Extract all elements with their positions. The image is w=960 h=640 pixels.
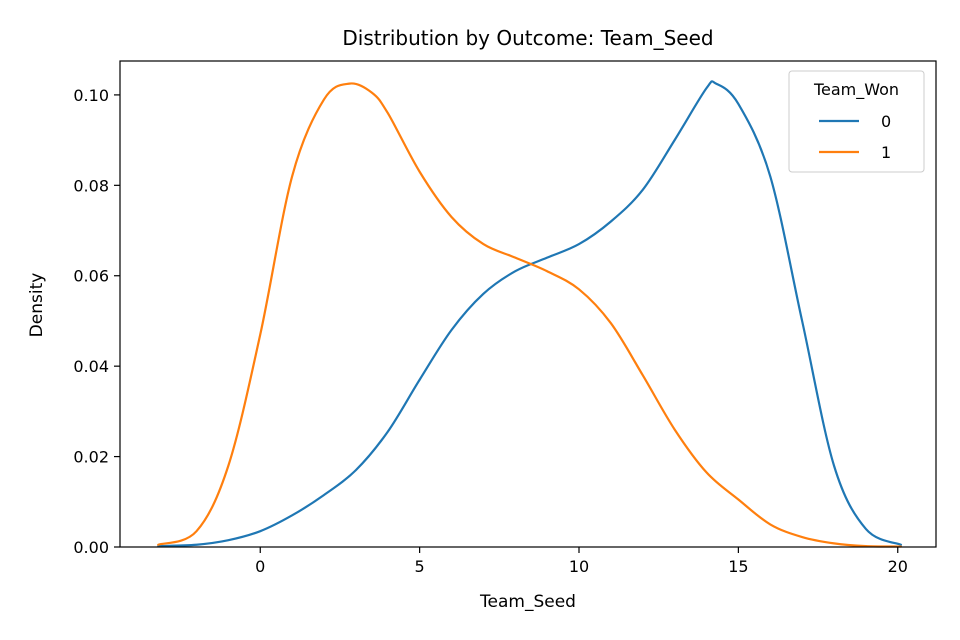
chart-title: Distribution by Outcome: Team_Seed [342,26,713,50]
x-tick-label: 0 [255,557,265,576]
y-axis-label: Density [27,273,47,338]
series-line-0 [157,80,903,548]
x-tick-label: 10 [569,557,589,576]
x-axis-label: Team_Seed [479,592,576,612]
legend: Team_Won 0 1 [788,70,925,173]
y-tick-label: 0.06 [73,267,109,286]
series-line-1 [157,82,903,548]
x-tick-label: 5 [415,557,425,576]
y-tick-label: 0.00 [73,538,109,557]
plot-frame [119,60,937,548]
x-tick-label: 20 [888,557,908,576]
legend-label-1: 1 [881,143,891,162]
legend-title: Team_Won [813,80,899,100]
x-axis: 0 5 10 15 20 [255,547,908,576]
y-tick-label: 0.10 [73,86,109,105]
y-tick-label: 0.08 [73,176,109,195]
y-axis: 0.00 0.02 0.04 0.06 0.08 0.10 [73,86,120,557]
plot-area [157,80,903,548]
legend-label-0: 0 [881,112,891,131]
y-tick-label: 0.02 [73,448,109,467]
y-tick-label: 0.04 [73,357,109,376]
x-tick-label: 15 [728,557,748,576]
